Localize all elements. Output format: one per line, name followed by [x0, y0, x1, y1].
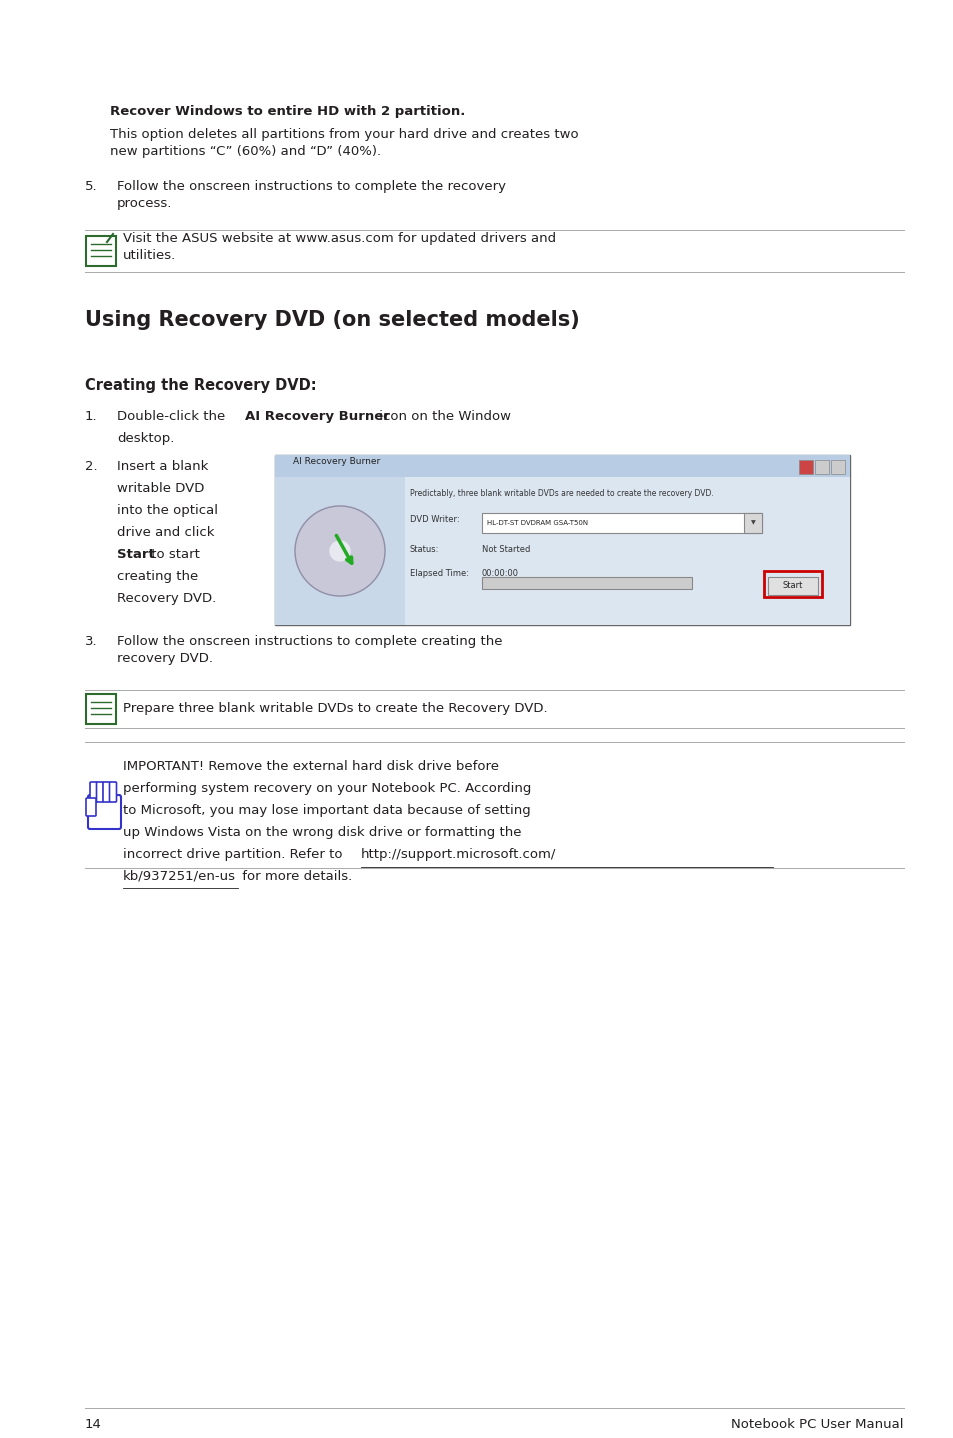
FancyBboxPatch shape	[274, 477, 405, 626]
Text: into the optical: into the optical	[117, 503, 218, 518]
Text: Recover Windows to entire HD with 2 partition.: Recover Windows to entire HD with 2 part…	[110, 105, 465, 118]
FancyBboxPatch shape	[86, 798, 96, 815]
Text: kb/937251/en-us: kb/937251/en-us	[123, 870, 235, 883]
Text: Start: Start	[117, 548, 154, 561]
Text: desktop.: desktop.	[117, 431, 174, 444]
Text: for more details.: for more details.	[237, 870, 352, 883]
Text: Double-click the: Double-click the	[117, 410, 230, 423]
Text: Start: Start	[782, 581, 802, 591]
Text: drive and click: drive and click	[117, 526, 214, 539]
Text: 5.: 5.	[85, 180, 97, 193]
Text: Visit the ASUS website at www.asus.com for updated drivers and
utilities.: Visit the ASUS website at www.asus.com f…	[123, 232, 556, 262]
FancyBboxPatch shape	[103, 782, 110, 802]
FancyBboxPatch shape	[90, 782, 97, 802]
Text: Using Recovery DVD (on selected models): Using Recovery DVD (on selected models)	[85, 311, 579, 329]
Text: HL-DT-ST DVDRAM GSA-T50N: HL-DT-ST DVDRAM GSA-T50N	[486, 521, 587, 526]
Text: creating the: creating the	[117, 569, 198, 582]
Text: Recovery DVD.: Recovery DVD.	[117, 592, 216, 605]
Text: Status:: Status:	[410, 545, 439, 554]
FancyBboxPatch shape	[830, 460, 844, 475]
Text: Follow the onscreen instructions to complete the recovery
process.: Follow the onscreen instructions to comp…	[117, 180, 505, 210]
Text: Creating the Recovery DVD:: Creating the Recovery DVD:	[85, 378, 316, 393]
FancyBboxPatch shape	[274, 454, 849, 477]
Text: 1.: 1.	[85, 410, 97, 423]
Text: ▼: ▼	[750, 521, 755, 525]
FancyBboxPatch shape	[88, 795, 121, 828]
FancyBboxPatch shape	[110, 782, 116, 802]
FancyBboxPatch shape	[481, 513, 761, 533]
FancyBboxPatch shape	[481, 577, 691, 590]
FancyBboxPatch shape	[96, 782, 103, 802]
Text: to Microsoft, you may lose important data because of setting: to Microsoft, you may lose important dat…	[123, 804, 530, 817]
FancyBboxPatch shape	[743, 513, 761, 533]
Text: writable DVD: writable DVD	[117, 482, 204, 495]
Circle shape	[330, 541, 350, 561]
Text: 14: 14	[85, 1418, 102, 1431]
Text: Follow the onscreen instructions to complete creating the
recovery DVD.: Follow the onscreen instructions to comp…	[117, 636, 502, 664]
Text: Insert a blank: Insert a blank	[117, 460, 208, 473]
Text: Predictably, three blank writable DVDs are needed to create the recovery DVD.: Predictably, three blank writable DVDs a…	[410, 489, 713, 498]
FancyBboxPatch shape	[767, 577, 817, 595]
Text: DVD Writer:: DVD Writer:	[410, 515, 459, 523]
FancyBboxPatch shape	[274, 454, 849, 626]
FancyBboxPatch shape	[274, 477, 849, 626]
Text: Not Started: Not Started	[481, 545, 530, 554]
Text: http://support.microsoft.com/: http://support.microsoft.com/	[360, 848, 556, 861]
FancyBboxPatch shape	[814, 460, 828, 475]
Text: Notebook PC User Manual: Notebook PC User Manual	[731, 1418, 903, 1431]
Text: 00:00:00: 00:00:00	[481, 569, 518, 578]
Circle shape	[294, 506, 385, 595]
Text: AI Recovery Burner: AI Recovery Burner	[293, 457, 380, 466]
Text: to start: to start	[147, 548, 200, 561]
Text: AI Recovery Burner: AI Recovery Burner	[245, 410, 390, 423]
Text: IMPORTANT! Remove the external hard disk drive before: IMPORTANT! Remove the external hard disk…	[123, 761, 498, 774]
FancyBboxPatch shape	[86, 695, 116, 723]
FancyBboxPatch shape	[799, 460, 812, 475]
Text: 3.: 3.	[85, 636, 97, 649]
Text: Elapsed Time:: Elapsed Time:	[410, 569, 469, 578]
Text: 2.: 2.	[85, 460, 97, 473]
FancyBboxPatch shape	[86, 236, 116, 266]
Text: incorrect drive partition. Refer to: incorrect drive partition. Refer to	[123, 848, 346, 861]
Text: performing system recovery on your Notebook PC. According: performing system recovery on your Noteb…	[123, 782, 531, 795]
Text: up Windows Vista on the wrong disk drive or formatting the: up Windows Vista on the wrong disk drive…	[123, 825, 521, 838]
Text: icon on the Window: icon on the Window	[375, 410, 511, 423]
Text: Prepare three blank writable DVDs to create the Recovery DVD.: Prepare three blank writable DVDs to cre…	[123, 703, 547, 716]
Text: This option deletes all partitions from your hard drive and creates two
new part: This option deletes all partitions from …	[110, 128, 578, 158]
